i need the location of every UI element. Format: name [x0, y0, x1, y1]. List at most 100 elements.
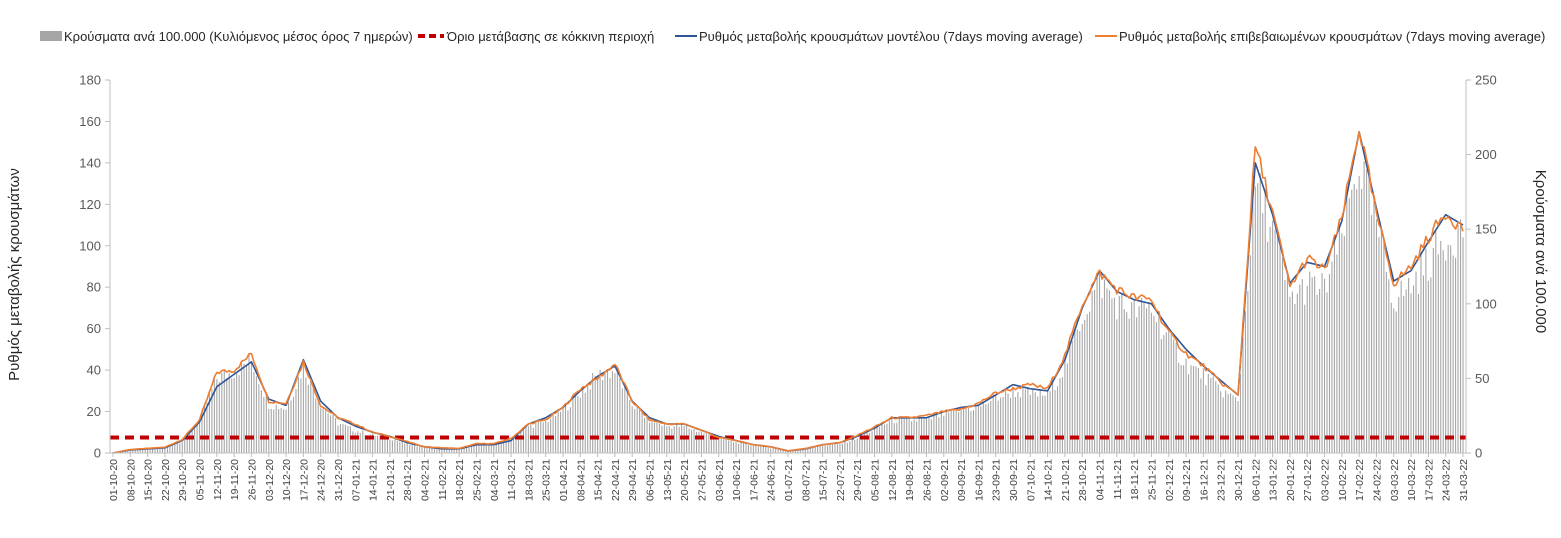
case-bar — [797, 449, 799, 453]
right-tick-label: 0 — [1475, 446, 1482, 461]
x-tick-label: 08-07-21 — [800, 459, 812, 501]
case-bar — [391, 440, 393, 453]
case-bar — [938, 417, 940, 453]
case-bar — [1061, 377, 1064, 453]
case-bar — [233, 377, 235, 453]
case-bar — [1415, 271, 1417, 453]
case-bar — [1158, 314, 1160, 453]
case-bar — [512, 439, 515, 453]
case-bar — [597, 378, 599, 453]
case-bar — [1192, 365, 1195, 453]
x-tick-label: 30-09-21 — [1008, 459, 1020, 501]
x-tick-label: 03-06-21 — [714, 459, 726, 501]
case-bar — [431, 447, 433, 453]
case-bar — [265, 393, 267, 453]
case-bar — [1353, 183, 1355, 454]
case-bar — [671, 428, 673, 453]
case-bar — [1442, 250, 1444, 453]
case-bar — [443, 448, 445, 453]
case-bar — [270, 408, 272, 453]
case-bar — [1405, 289, 1407, 453]
case-bar — [945, 409, 947, 453]
case-bar — [629, 399, 631, 453]
legend: Κρούσματα ανά 100.000 (Κυλιόμενος μέσος … — [40, 29, 1545, 44]
confirmed-rate-line — [112, 131, 1464, 454]
x-tick-label: 20-05-21 — [679, 459, 691, 501]
left-tick-label: 160 — [79, 114, 101, 129]
case-bar — [354, 432, 356, 453]
x-tick-label: 01-07-21 — [783, 459, 795, 501]
case-bar — [718, 438, 720, 453]
x-tick-label: 03-03-22 — [1389, 459, 1401, 501]
case-bar — [1160, 338, 1162, 453]
case-bar — [147, 448, 149, 453]
case-bar — [389, 439, 391, 453]
case-bar — [428, 446, 431, 453]
case-bar — [1215, 381, 1217, 453]
case-bar — [1412, 285, 1415, 453]
case-bar — [1279, 244, 1281, 453]
case-bar — [404, 443, 406, 453]
case-bar — [762, 446, 764, 453]
case-bar — [1128, 318, 1130, 453]
case-bar — [206, 402, 208, 453]
case-bar — [505, 441, 507, 453]
case-bar — [186, 433, 188, 453]
case-bar — [438, 448, 440, 453]
case-bar — [357, 431, 359, 453]
case-bar — [406, 443, 408, 453]
case-bar — [310, 378, 312, 453]
case-bar — [970, 411, 972, 453]
case-bar — [985, 404, 987, 453]
case-bar — [1210, 377, 1212, 453]
case-bar — [399, 441, 401, 453]
case-bar — [1185, 358, 1187, 453]
case-bar — [228, 372, 230, 453]
case-bar — [1225, 390, 1227, 453]
case-bar — [275, 404, 277, 453]
case-bar — [1272, 220, 1274, 453]
case-bar — [1269, 226, 1271, 453]
case-bar — [752, 445, 754, 453]
case-bar — [836, 443, 839, 453]
case-bar — [871, 431, 873, 453]
case-bar — [713, 437, 715, 453]
case-bar — [1343, 235, 1345, 453]
x-tick-label: 11-03-21 — [506, 459, 518, 500]
case-bar — [1195, 366, 1197, 453]
case-bar — [626, 388, 628, 453]
case-bar — [619, 378, 621, 453]
case-bar — [436, 447, 438, 453]
case-bar — [540, 420, 542, 453]
case-bar — [1356, 189, 1358, 453]
x-tick-label: 25-11-21 — [1146, 459, 1158, 500]
x-tick-label: 08-04-21 — [575, 459, 587, 501]
case-bar — [142, 449, 144, 453]
case-bar — [1202, 368, 1204, 453]
case-bar — [695, 431, 698, 453]
case-bar — [1170, 331, 1172, 453]
x-tick-label: 17-06-21 — [748, 459, 760, 501]
case-bar — [1447, 244, 1449, 453]
case-bar — [475, 444, 478, 453]
case-bar — [1319, 288, 1321, 453]
case-bar — [208, 392, 210, 453]
case-bar — [594, 375, 596, 453]
case-bar — [1131, 302, 1133, 453]
case-bar — [211, 389, 213, 453]
x-tick-label: 17-02-22 — [1354, 459, 1366, 501]
case-bar — [873, 427, 876, 453]
case-bar — [1000, 397, 1002, 453]
case-bar — [1281, 257, 1284, 453]
left-tick-label: 140 — [79, 155, 101, 170]
case-bar — [878, 426, 881, 453]
case-bar — [1291, 291, 1293, 453]
case-bar — [740, 442, 742, 453]
case-bar — [1408, 278, 1410, 453]
case-bar — [1121, 294, 1123, 453]
left-tick-label: 60 — [87, 321, 101, 336]
legend-label-cases: Κρούσματα ανά 100.000 (Κυλιόμενος μέσος … — [64, 29, 413, 44]
case-bar — [1432, 247, 1434, 453]
case-bar — [149, 448, 151, 453]
x-tick-label: 16-12-21 — [1198, 459, 1210, 501]
